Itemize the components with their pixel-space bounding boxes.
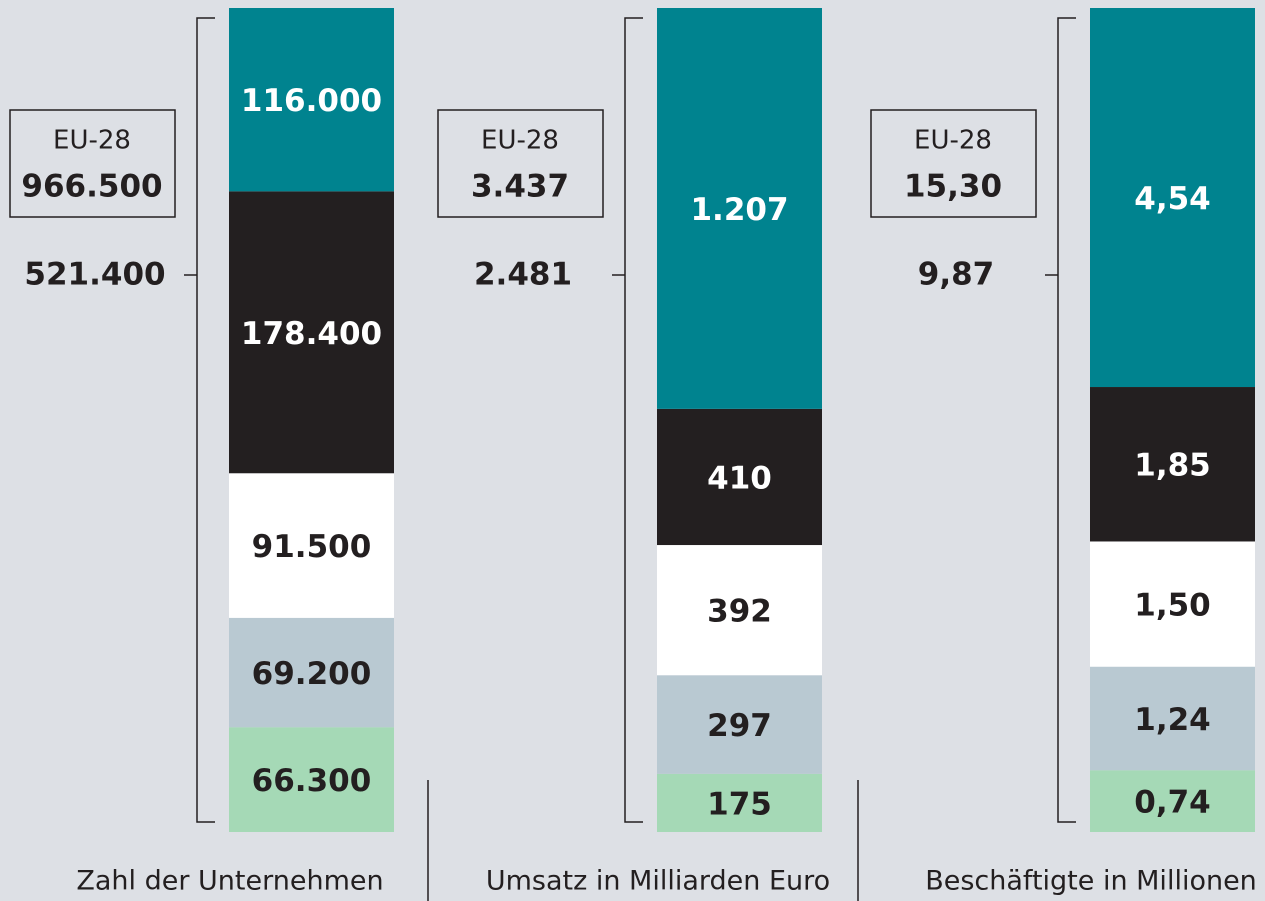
- eu-box: [870, 109, 1037, 218]
- bar-segment: [1090, 387, 1255, 542]
- bar-segment: [657, 408, 822, 546]
- bracket: [624, 17, 643, 823]
- bar-segment: [1090, 8, 1255, 388]
- value-label: 175: [707, 786, 772, 822]
- bar-segment: [657, 675, 822, 774]
- x-axis-label: Zahl der Unternehmen: [76, 866, 383, 897]
- value-label: 178.400: [241, 316, 382, 352]
- total-label: 2.481: [474, 257, 572, 293]
- bracket: [196, 17, 215, 823]
- total-label: 9,87: [918, 257, 995, 293]
- eu-value: 15,30: [904, 169, 1002, 205]
- eu-label: EU-28: [914, 126, 992, 156]
- eu-value: 3.437: [471, 169, 569, 205]
- value-label: 66.300: [252, 763, 372, 799]
- bar-segment: [1090, 770, 1255, 832]
- value-label: 91.500: [252, 529, 372, 565]
- eu-box: [9, 109, 176, 218]
- value-label: 1,24: [1134, 702, 1211, 738]
- total-label: 521.400: [24, 257, 165, 293]
- bar-segment: [657, 8, 822, 409]
- value-label: 410: [707, 460, 772, 496]
- bar-segment: [229, 617, 394, 728]
- value-label: 1.207: [690, 192, 788, 228]
- eu-box: [437, 109, 604, 218]
- value-label: 4,54: [1134, 181, 1211, 217]
- value-label: 69.200: [252, 656, 372, 692]
- bar-segment: [1090, 666, 1255, 771]
- bar-segment: [229, 473, 394, 618]
- eu-label: EU-28: [481, 126, 559, 156]
- bar-segment: [229, 191, 394, 474]
- x-axis-label: Beschäftigte in Millionen: [925, 866, 1257, 897]
- value-label: 116.000: [241, 83, 382, 119]
- bar-segment: [657, 773, 822, 832]
- bar-segment: [657, 545, 822, 676]
- x-axis-label: Umsatz in Milliarden Euro: [486, 866, 830, 897]
- value-label: 1,50: [1134, 588, 1211, 624]
- value-label: 392: [707, 594, 772, 630]
- eu-label: EU-28: [53, 126, 131, 156]
- bracket: [1057, 17, 1076, 823]
- eu-value: 966.500: [21, 169, 162, 205]
- value-label: 0,74: [1134, 785, 1211, 821]
- bar-segment: [229, 8, 394, 192]
- value-label: 297: [707, 708, 772, 744]
- bar-segment: [1090, 541, 1255, 667]
- value-label: 1,85: [1134, 448, 1211, 484]
- bar-segment: [229, 727, 394, 832]
